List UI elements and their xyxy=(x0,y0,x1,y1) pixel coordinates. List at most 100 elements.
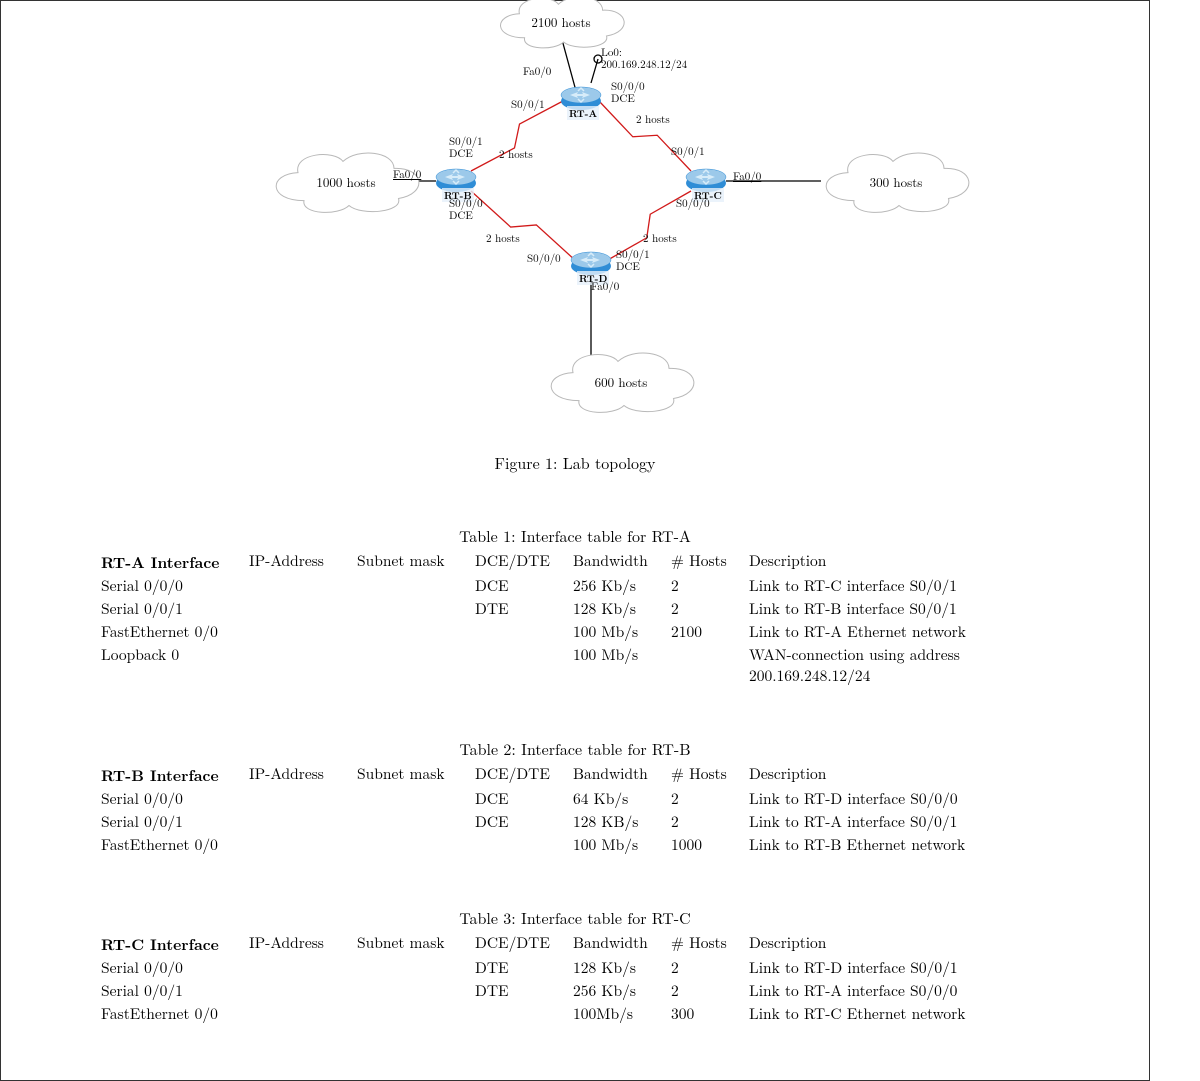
table-cell xyxy=(249,956,357,979)
table-cell: 128 KB/s xyxy=(573,810,671,833)
table-cell: FastEthernet 0/0 xyxy=(101,1002,249,1025)
table-cell: Serial 0/0/0 xyxy=(101,574,249,597)
table-cell xyxy=(249,1002,357,1025)
page: 2100 hosts 1000 hosts 300 hosts 600 host… xyxy=(0,0,1150,1081)
router-RT-D: RT-D xyxy=(571,251,611,275)
table-cell xyxy=(249,810,357,833)
table-cell: 128 Kb/s xyxy=(573,597,671,620)
iface-label-11: 2 hosts xyxy=(486,233,520,245)
header-cell: # Hosts xyxy=(671,931,749,956)
table-cell: Link to RT-D interface S0/0/1 xyxy=(749,956,1049,979)
table-cell: Link to RT-A interface S0/0/0 xyxy=(749,979,1049,1002)
table-cell xyxy=(357,956,475,979)
table-cell: 256 Kb/s xyxy=(573,979,671,1002)
table-cell: FastEthernet 0/0 xyxy=(101,833,249,856)
table-cell: Link to RT-A Ethernet network xyxy=(749,620,1049,643)
table-cell xyxy=(475,643,573,687)
table-row: Serial 0/0/1DCE128 KB/s2Link to RT-A int… xyxy=(101,810,1049,833)
tables-container: Table 1: Interface table for RT-ART-A In… xyxy=(101,524,1049,1025)
header-cell: IP-Address xyxy=(249,549,357,574)
table-cell: Serial 0/0/0 xyxy=(101,787,249,810)
table-cell: Serial 0/0/1 xyxy=(101,810,249,833)
iface-label-14: S0/0/1DCE xyxy=(449,136,483,160)
router-RT-C: RT-C xyxy=(686,168,726,192)
table-cell: Serial 0/0/1 xyxy=(101,979,249,1002)
table-cell xyxy=(357,574,475,597)
table-cell: Link to RT-B Ethernet network xyxy=(749,833,1049,856)
iface-label-4: S0/0/1 xyxy=(671,146,705,158)
header-cell: Description xyxy=(749,549,1049,574)
header-cell: RT-B Interface xyxy=(101,762,249,787)
table-cell xyxy=(357,979,475,1002)
table-cell: 2 xyxy=(671,597,749,620)
lo0-label: Lo0:200.169.248.12/24 xyxy=(601,47,687,71)
table-cell: 256 Kb/s xyxy=(573,574,671,597)
table-cell xyxy=(357,787,475,810)
table-cell: 64 Kb/s xyxy=(573,787,671,810)
header-cell: Description xyxy=(749,762,1049,787)
iface-label-9: Fa0/0 xyxy=(591,281,619,293)
table-cell xyxy=(249,979,357,1002)
iface-label-3: 2 hosts xyxy=(636,114,670,126)
table-row: Serial 0/0/0DTE128 Kb/s2Link to RT-D int… xyxy=(101,956,1049,979)
iface-label-1: S0/0/1 xyxy=(511,99,545,111)
header-cell: IP-Address xyxy=(249,931,357,956)
table-cell: Link to RT-C Ethernet network xyxy=(749,1002,1049,1025)
table-cell: Serial 0/0/1 xyxy=(101,597,249,620)
table-cell: Loopback 0 xyxy=(101,643,249,687)
header-cell: DCE/DTE xyxy=(475,931,573,956)
table-row: FastEthernet 0/0 100Mb/s300Link to RT-C E… xyxy=(101,1002,1049,1025)
table-cell: 2100 xyxy=(671,620,749,643)
table-cell: 100 Mb/s xyxy=(573,643,671,687)
iface-label-7: 2 hosts xyxy=(643,233,677,245)
table-cell: DCE xyxy=(475,810,573,833)
table-cell xyxy=(475,620,573,643)
interface-table-2: RT-C InterfaceIP-AddressSubnet maskDCE/D… xyxy=(101,931,1049,1025)
router-RT-A: RT-A xyxy=(561,86,601,110)
header-cell: IP-Address xyxy=(249,762,357,787)
table-cell: 1000 xyxy=(671,833,749,856)
table-cell: FastEthernet 0/0 xyxy=(101,620,249,643)
table-caption-1: Table 2: Interface table for RT-B xyxy=(101,737,1049,760)
iface-label-10: S0/0/0 xyxy=(527,253,561,265)
iface-label-15: 2 hosts xyxy=(499,149,533,161)
table-cell xyxy=(249,597,357,620)
table-caption-0: Table 1: Interface table for RT-A xyxy=(101,524,1049,547)
table-cell: 128 Kb/s xyxy=(573,956,671,979)
table-row: Serial 0/0/1DTE256 Kb/s2Link to RT-A int… xyxy=(101,979,1049,1002)
cloud-right: 300 hosts xyxy=(821,146,971,216)
iface-label-0: Fa0/0 xyxy=(523,66,551,78)
header-cell: Description xyxy=(749,931,1049,956)
table-cell: 300 xyxy=(671,1002,749,1025)
table-caption-2: Table 3: Interface table for RT-C xyxy=(101,906,1049,929)
header-cell: # Hosts xyxy=(671,762,749,787)
table-row: Serial 0/0/1DTE128 Kb/s2Link to RT-B int… xyxy=(101,597,1049,620)
table-cell xyxy=(357,1002,475,1025)
iface-label-2: S0/0/0DCE xyxy=(611,81,645,105)
interface-table-0: RT-A InterfaceIP-AddressSubnet maskDCE/D… xyxy=(101,549,1049,687)
table-cell: Link to RT-B interface S0/0/1 xyxy=(749,597,1049,620)
table-cell: 100 Mb/s xyxy=(573,620,671,643)
table-row: FastEthernet 0/0 100 Mb/s2100Link to RT-A… xyxy=(101,620,1049,643)
table-cell xyxy=(357,620,475,643)
table-row: Serial 0/0/0DCE256 Kb/s2Link to RT-C int… xyxy=(101,574,1049,597)
table-cell xyxy=(357,597,475,620)
table-cell xyxy=(249,787,357,810)
table-cell: 100 Mb/s xyxy=(573,833,671,856)
table-cell: Link to RT-A interface S0/0/1 xyxy=(749,810,1049,833)
table-cell xyxy=(249,643,357,687)
table-row: Serial 0/0/0DCE64 Kb/s2Link to RT-D inte… xyxy=(101,787,1049,810)
topology-diagram: 2100 hosts 1000 hosts 300 hosts 600 host… xyxy=(101,1,1051,421)
header-cell: Subnet mask xyxy=(357,931,475,956)
table-cell: DTE xyxy=(475,956,573,979)
header-cell: Bandwidth xyxy=(573,762,671,787)
header-cell: # Hosts xyxy=(671,549,749,574)
table-cell: 100Mb/s xyxy=(573,1002,671,1025)
iface-label-5: Fa0/0 xyxy=(733,171,761,183)
iface-label-12: S0/0/0DCE xyxy=(449,198,483,222)
table-cell: Serial 0/0/0 xyxy=(101,956,249,979)
table-cell xyxy=(357,810,475,833)
table-cell xyxy=(357,833,475,856)
header-cell: Bandwidth xyxy=(573,931,671,956)
table-cell: WAN-connection using address 200.169.248… xyxy=(749,643,1049,687)
